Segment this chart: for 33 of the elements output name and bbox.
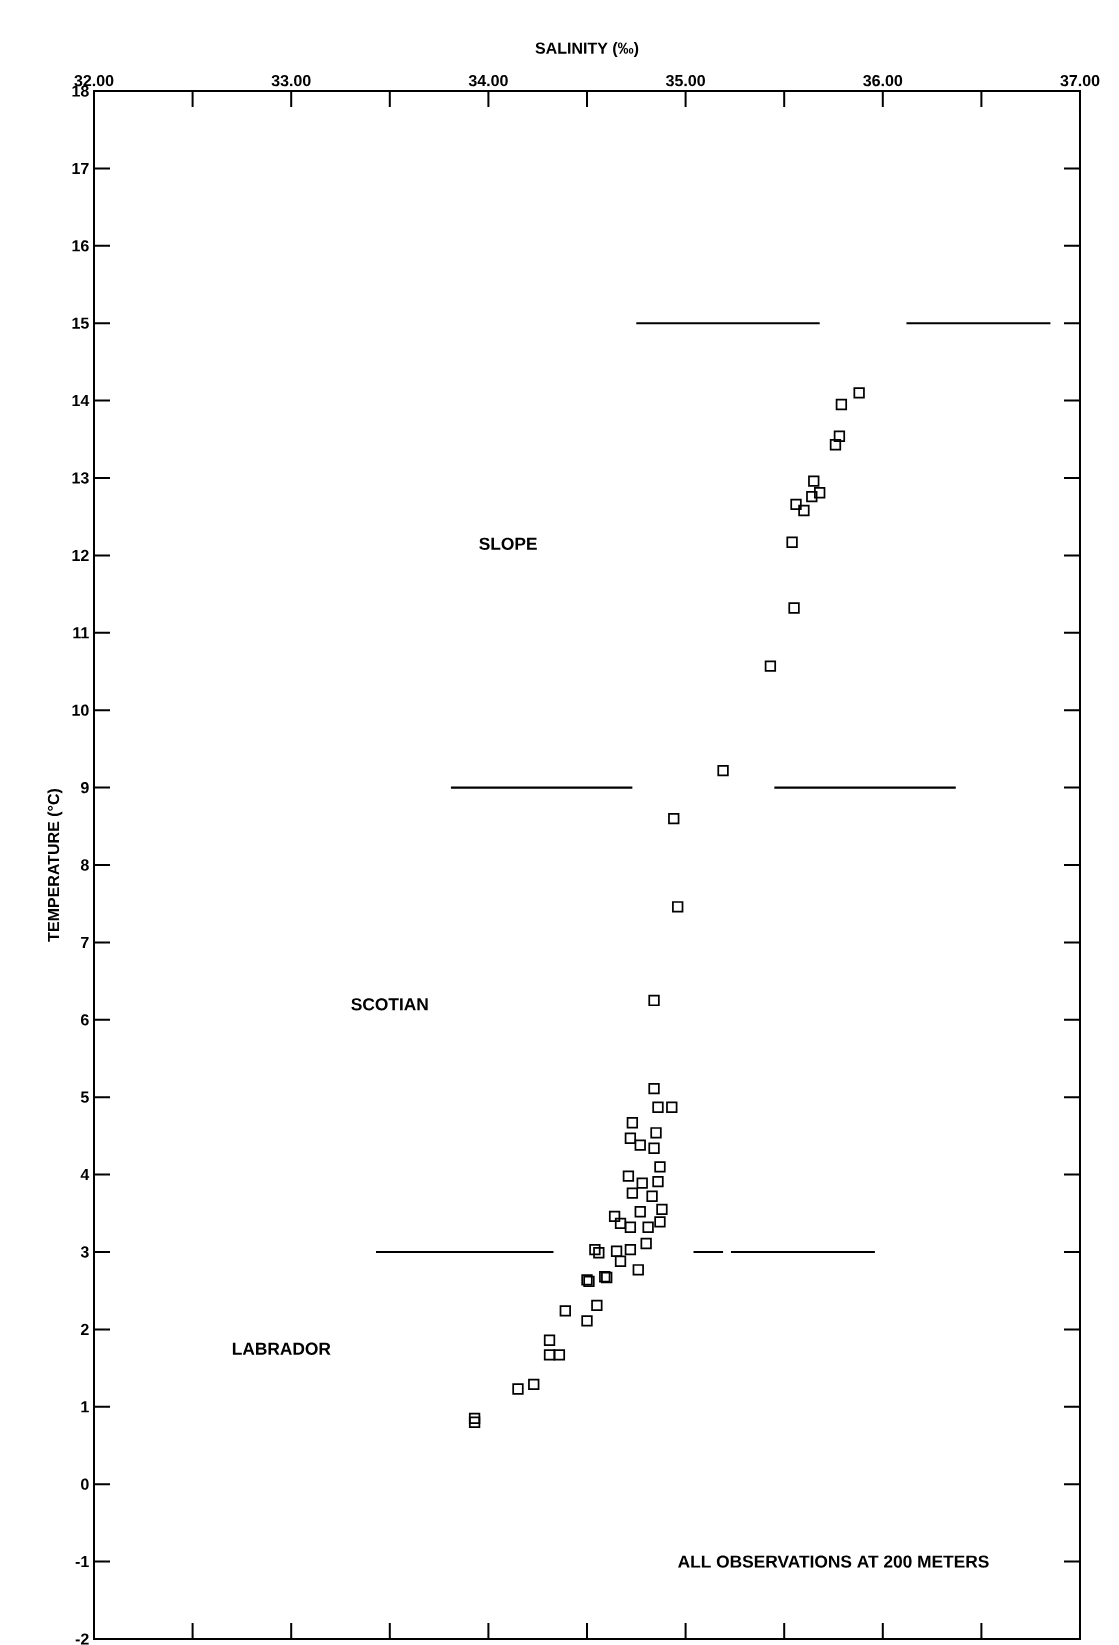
annotation: SCOTIAN: [351, 998, 428, 1011]
y-tick-label: 2: [80, 1323, 89, 1335]
y-tick-label: 3: [80, 1246, 89, 1258]
y-tick-label: -1: [75, 1556, 89, 1568]
y-tick-label: 15: [72, 317, 89, 329]
annotation: LABRADOR: [232, 1342, 331, 1355]
y-tick-label: 8: [80, 859, 89, 871]
y-tick-label: 13: [72, 472, 89, 484]
x-tick-label: 37.00: [1060, 74, 1100, 87]
y-tick-label: 5: [80, 1091, 89, 1103]
y-tick-label: 12: [72, 549, 89, 561]
y-tick-label: 14: [72, 395, 90, 407]
x-tick-label: 36.00: [863, 74, 903, 87]
y-tick-label: 16: [72, 240, 89, 252]
y-tick-label: 7: [81, 936, 89, 948]
x-axis-title: SALINITY (‰): [535, 42, 639, 57]
annotation: SLOPE: [479, 537, 537, 550]
y-tick-label: 17: [72, 162, 89, 174]
y-tick-label: 4: [80, 1169, 90, 1181]
x-tick-label: 34.00: [468, 74, 508, 87]
y-tick-label: 18: [72, 85, 89, 97]
y-axis-title: TEMPERATURE (°C): [47, 788, 63, 942]
y-tick-label: 1: [81, 1401, 89, 1413]
y-tick-label: 0: [81, 1478, 89, 1490]
y-tick-label: -2: [75, 1633, 89, 1645]
y-tick-label: 11: [73, 627, 89, 639]
y-tick-label: 6: [80, 1014, 89, 1026]
x-tick-label: 35.00: [665, 74, 705, 87]
y-tick-label: 10: [72, 704, 89, 716]
x-tick-label: 32.00: [74, 74, 114, 87]
annotation: ALL OBSERVATIONS AT 200 METERS: [678, 1555, 989, 1568]
x-tick-label: 33.00: [271, 74, 311, 87]
y-tick-label: 9: [80, 781, 89, 794]
